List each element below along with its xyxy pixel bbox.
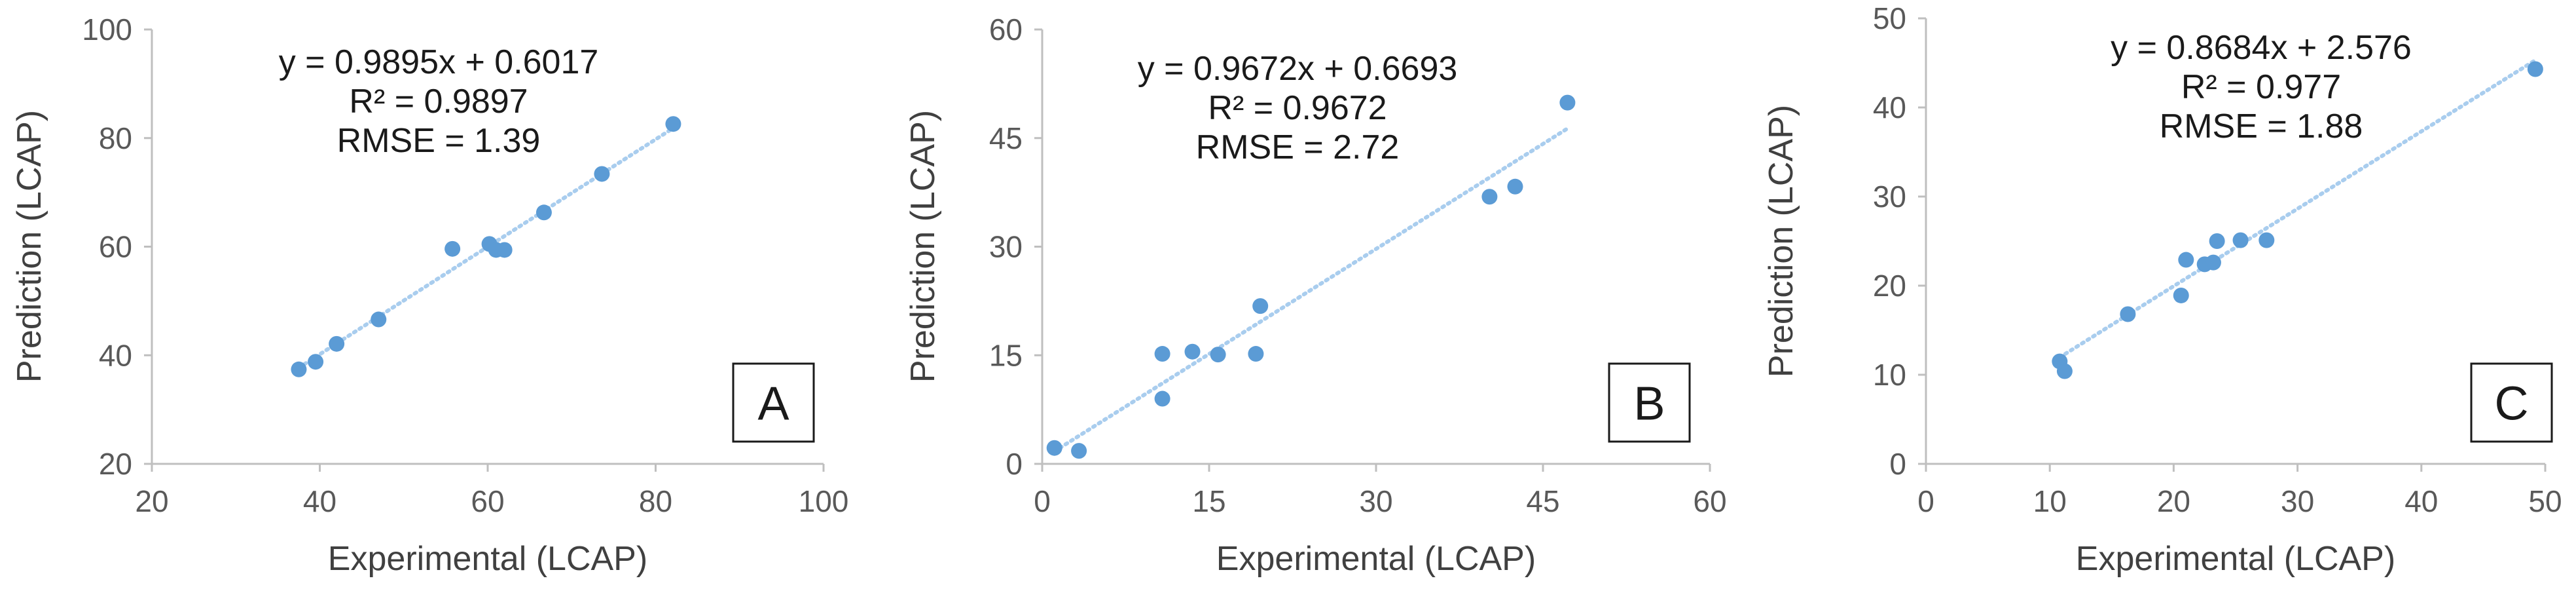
- x-tick-label: 0: [1917, 484, 1934, 518]
- data-point: [1481, 189, 1498, 205]
- data-point: [329, 335, 345, 352]
- x-tick-label: 15: [1192, 484, 1225, 518]
- trend-annotation-line: y = 0.9672x + 0.6693: [1138, 50, 1458, 88]
- panel-label-box: [2470, 362, 2553, 443]
- data-point: [1248, 346, 1264, 362]
- panel-label: A: [757, 378, 789, 430]
- y-axis-title: Prediction (LCAP): [904, 110, 942, 383]
- y-tick-label: 60: [99, 230, 132, 264]
- data-point: [2120, 306, 2136, 322]
- x-tick-label: 0: [1034, 484, 1051, 518]
- data-point: [291, 361, 307, 377]
- y-axis-title: Prediction (LCAP): [1762, 105, 1800, 377]
- panel-label: C: [2495, 378, 2529, 430]
- x-tick-label: 45: [1526, 484, 1559, 518]
- y-axis-title: Prediction (LCAP): [10, 110, 48, 383]
- panel-label: B: [1633, 378, 1665, 430]
- y-tick-label: 0: [1006, 447, 1023, 481]
- x-tick-label: 20: [135, 484, 168, 518]
- data-point: [594, 166, 610, 182]
- data-point: [2178, 252, 2194, 268]
- data-point: [1252, 298, 1269, 314]
- data-point: [1507, 178, 1523, 195]
- x-tick-label: 40: [303, 484, 336, 518]
- trend-annotation-line: R² = 0.9672: [1208, 89, 1387, 127]
- data-point: [2056, 363, 2073, 379]
- y-tick-label: 0: [1889, 447, 1906, 481]
- y-tick-label: 40: [99, 338, 132, 372]
- data-point: [1071, 443, 1087, 459]
- y-tick-label: 50: [1873, 1, 1906, 35]
- x-tick-label: 80: [639, 484, 672, 518]
- trend-annotation-line: RMSE = 1.88: [2160, 107, 2363, 145]
- x-axis-title: Experimental (LCAP): [2076, 540, 2395, 578]
- x-tick-label: 60: [1693, 484, 1726, 518]
- trend-annotation-line: R² = 0.977: [2181, 68, 2341, 106]
- trend-annotation-line: RMSE = 2.72: [1196, 128, 1400, 166]
- data-point: [308, 354, 324, 370]
- x-tick-label: 30: [2281, 484, 2314, 518]
- data-point: [1559, 94, 1576, 111]
- x-tick-label: 10: [2033, 484, 2067, 518]
- y-tick-label: 45: [989, 121, 1023, 155]
- x-tick-label: 20: [2157, 484, 2190, 518]
- y-tick-label: 15: [989, 338, 1023, 372]
- y-tick-label: 40: [1873, 90, 1906, 124]
- data-point: [2173, 287, 2189, 303]
- panel-label-box: [1608, 362, 1691, 443]
- x-tick-label: 30: [1359, 484, 1392, 518]
- data-point: [2232, 232, 2249, 248]
- y-tick-label: 20: [99, 447, 132, 481]
- data-point: [1210, 347, 1226, 363]
- data-point: [1046, 440, 1062, 456]
- data-point: [496, 242, 513, 258]
- x-tick-label: 100: [799, 484, 849, 518]
- data-point: [665, 116, 681, 132]
- trendline: [1052, 126, 1570, 453]
- data-point: [2209, 233, 2225, 249]
- y-tick-label: 30: [989, 230, 1023, 264]
- y-tick-label: 100: [82, 12, 132, 47]
- y-tick-label: 20: [1873, 269, 1906, 303]
- data-point: [1154, 346, 1170, 362]
- x-tick-label: 50: [2528, 484, 2562, 518]
- trend-annotation-line: R² = 0.9897: [349, 83, 528, 121]
- trend-annotation-line: RMSE = 1.39: [337, 122, 541, 160]
- chart-panel-a: 20 40 60 80 100 20 40 60 80 100 Experimental (LCAP…: [10, 12, 848, 578]
- x-tick-label: 40: [2404, 484, 2438, 518]
- data-point: [2527, 61, 2543, 77]
- y-tick-label: 30: [1873, 180, 1906, 214]
- data-point: [444, 240, 461, 257]
- x-axis-title: Experimental (LCAP): [328, 540, 647, 578]
- chart-panel-b: 0 15 30 45 60 0 15 30 45 60 Experimental (LCAP) Pre…: [904, 12, 1727, 578]
- data-point: [1154, 390, 1170, 407]
- chart-panel-c: 0 10 20 30 40 50 0 10 20 30 40 50 Experimental (LCAP…: [1762, 1, 2562, 578]
- data-point: [1184, 343, 1201, 360]
- trend-annotation-line: y = 0.9895x + 0.6017: [279, 43, 599, 81]
- trendline: [2058, 58, 2537, 360]
- panel-label-box: [732, 362, 815, 443]
- y-tick-label: 80: [99, 121, 132, 155]
- data-point: [371, 311, 387, 328]
- y-tick-label: 10: [1873, 358, 1906, 392]
- y-tick-label: 60: [989, 12, 1023, 47]
- x-tick-label: 60: [471, 484, 504, 518]
- data-point: [2259, 232, 2275, 248]
- data-point: [535, 204, 552, 221]
- data-point: [2205, 254, 2221, 271]
- x-axis-title: Experimental (LCAP): [1216, 540, 1536, 578]
- trend-annotation-line: y = 0.8684x + 2.576: [2111, 29, 2412, 67]
